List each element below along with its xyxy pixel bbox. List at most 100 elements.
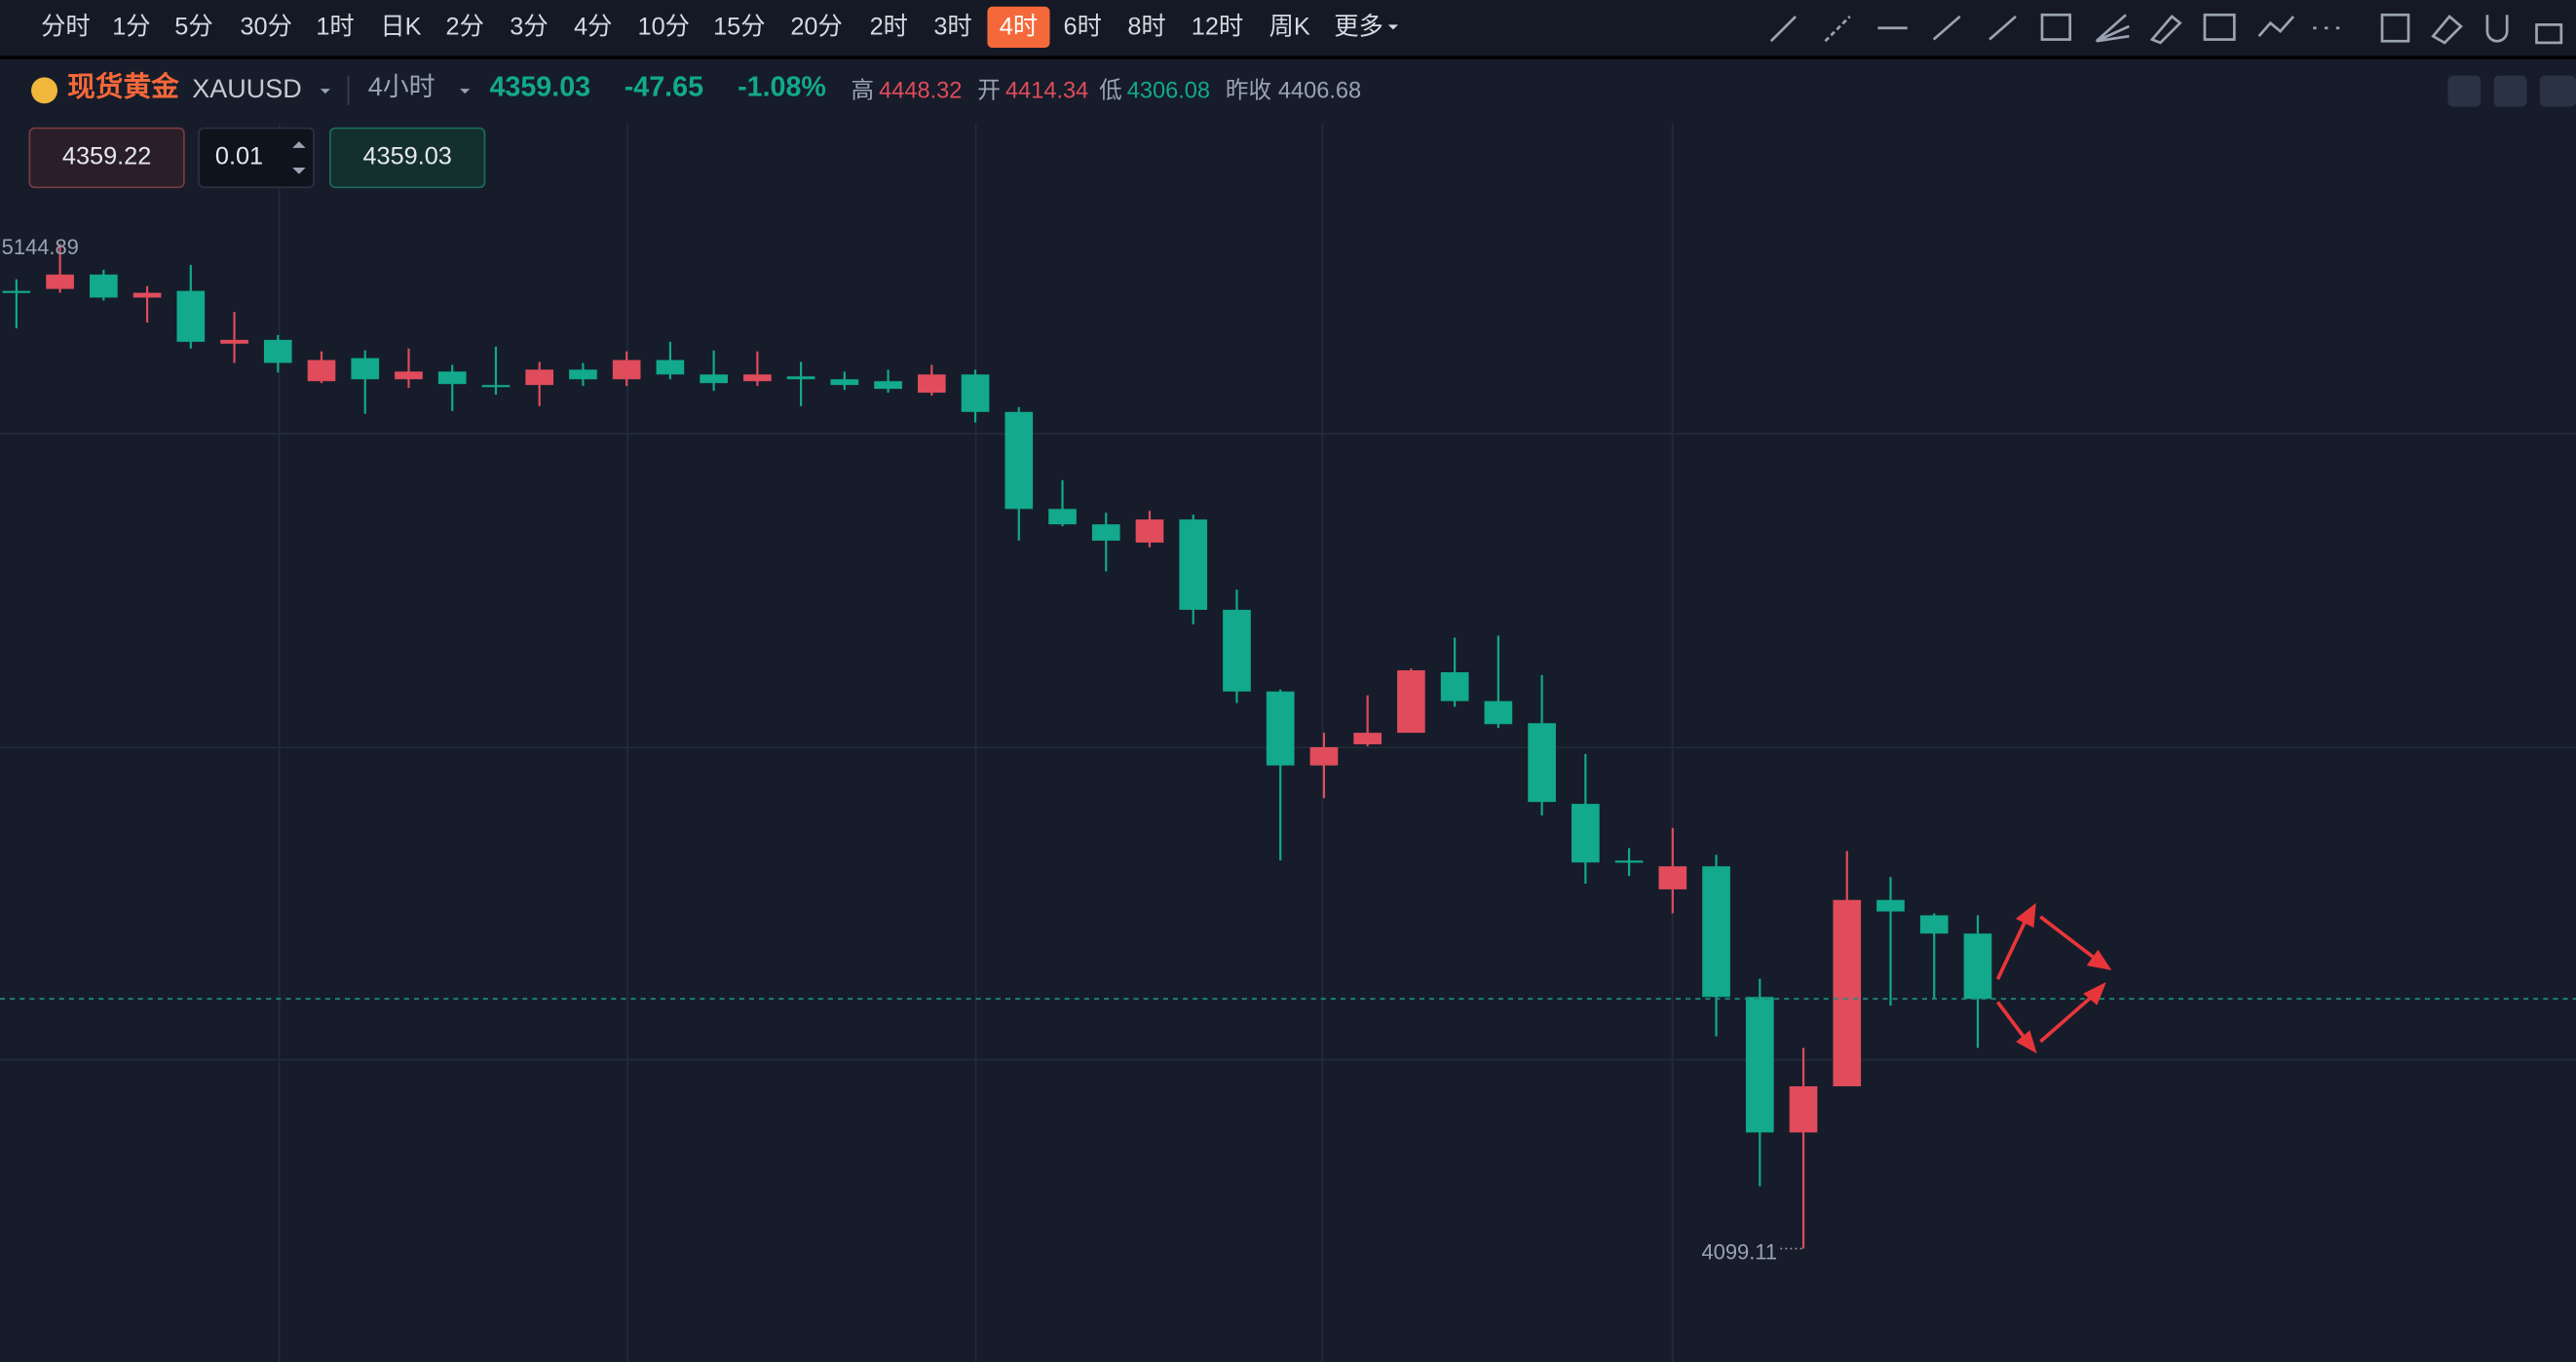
tool-icon[interactable] (2380, 13, 2410, 43)
quantity[interactable]: 0.01 (215, 143, 263, 170)
open-label: 开 (977, 79, 1001, 104)
candle-body (786, 376, 815, 380)
annotation-arrows (1995, 902, 2112, 1054)
interval-tab[interactable]: 1分 (112, 13, 150, 40)
chart-button[interactable] (2447, 75, 2481, 107)
low: 4306.08 (1127, 79, 1210, 104)
tool-icon[interactable] (2203, 13, 2236, 41)
candle-body (1833, 899, 1862, 1087)
interval-tab[interactable]: 分时 (41, 13, 91, 40)
interval-tab[interactable]: 2分 (446, 13, 484, 40)
candle-body (2, 290, 31, 293)
tool-icon[interactable] (2040, 13, 2071, 41)
candle-body (481, 385, 511, 388)
high-marker: 5144.89 (2, 235, 79, 259)
quantity-input[interactable] (198, 127, 315, 189)
candle-body (1004, 411, 1034, 510)
candle-body (1789, 1086, 1818, 1133)
candle-body (961, 374, 990, 412)
drawing-tools (1769, 13, 2576, 107)
arrow (1995, 916, 2029, 980)
tool-icon[interactable] (2149, 15, 2182, 45)
period[interactable]: 4小时 (368, 72, 436, 101)
candle-body (133, 292, 162, 298)
candle-body (525, 369, 554, 386)
interval-tab[interactable]: 8时 (1127, 13, 1165, 40)
chart-button[interactable] (2493, 75, 2527, 107)
arrowhead (2086, 949, 2112, 970)
tool-icon[interactable] (1824, 15, 1851, 43)
interval-tab[interactable]: 12时 (1192, 13, 1243, 40)
bid-price[interactable]: 4359.22 (62, 143, 151, 170)
last-price: 4359.03 (489, 72, 590, 103)
candle-body (1919, 915, 1949, 934)
tool-icon[interactable] (2257, 16, 2294, 38)
candle-body (220, 339, 248, 344)
high-label: 高 (851, 78, 874, 104)
interval-tab[interactable]: 3分 (510, 13, 548, 40)
candle-body (1048, 509, 1077, 525)
candle-body (307, 359, 336, 382)
ask-price[interactable]: 4359.03 (362, 143, 451, 170)
dropdown-caret (460, 89, 471, 95)
interval-tab[interactable]: 4分 (574, 13, 612, 40)
candle-body (46, 274, 74, 289)
interval-tab[interactable]: 更多 (1334, 13, 1383, 40)
high: 4448.32 (879, 79, 962, 104)
arrowhead (2016, 1030, 2037, 1054)
instrument-name[interactable]: 现货黄金 (67, 71, 179, 103)
toolbar (0, 0, 2576, 57)
tool-icon[interactable] (1989, 15, 2017, 41)
interval-tab[interactable]: 30分 (240, 13, 291, 40)
interval-tab[interactable]: 20分 (790, 13, 842, 40)
dropdown-caret (320, 89, 330, 95)
interval-tab[interactable]: 3时 (933, 13, 971, 40)
candle-body (1572, 804, 1600, 863)
arrowhead (2015, 902, 2036, 928)
arrow (2039, 915, 2098, 962)
chart-button[interactable] (2539, 75, 2576, 107)
candle-body (743, 374, 772, 382)
candle-body (1353, 733, 1382, 744)
arrowhead (2083, 981, 2106, 1005)
candle-body (1876, 899, 1905, 912)
candle-body (917, 374, 946, 394)
interval-tab[interactable]: 日K (380, 13, 421, 40)
candle-body (1223, 609, 1251, 692)
prev-close: 4406.68 (1278, 79, 1361, 104)
tool-icon[interactable] (2095, 14, 2130, 43)
candle-body (1179, 519, 1208, 610)
tool-icon[interactable] (2431, 15, 2463, 45)
candle-body (612, 359, 641, 380)
interval-tab[interactable]: 10分 (638, 13, 690, 40)
quote-header: 现货黄金 XAUUSD 4小时 4359.03 -47.65 -1.08% 高 … (31, 71, 1361, 105)
tool-icon[interactable] (1769, 15, 1797, 43)
candle-body (1135, 519, 1164, 543)
tool-icon[interactable] (1932, 15, 1961, 41)
candle-body (656, 359, 685, 375)
candle-body (1528, 723, 1556, 803)
interval-tab[interactable]: 6时 (1064, 13, 1102, 40)
candle-body (395, 371, 423, 380)
candle-body (176, 290, 206, 342)
candle-body (1658, 866, 1687, 889)
arrow (1995, 1001, 2029, 1043)
symbol[interactable]: XAUUSD (192, 74, 301, 103)
sell-button[interactable] (28, 127, 185, 189)
tool-icon[interactable] (2535, 23, 2563, 45)
interval-tab[interactable]: 1时 (316, 13, 354, 40)
order-panel: 4359.22 0.01 4359.03 (28, 127, 486, 189)
active-tab[interactable] (987, 6, 1050, 48)
interval-tab[interactable]: 5分 (174, 13, 212, 40)
change-pct: -1.08% (738, 72, 826, 103)
interval-tab[interactable]: 周K (1269, 13, 1310, 40)
candle-body (1484, 700, 1513, 725)
interval-tab[interactable]: 2时 (870, 13, 908, 40)
candle-body (351, 358, 380, 380)
interval-tab[interactable]: 4时 (1000, 13, 1038, 40)
interval-tab[interactable]: 15分 (713, 13, 765, 40)
buy-button[interactable] (329, 127, 486, 189)
tool-icon[interactable] (2485, 15, 2509, 43)
